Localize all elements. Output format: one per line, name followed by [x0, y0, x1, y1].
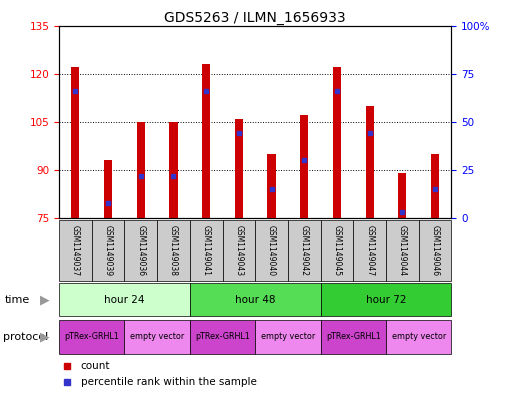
Text: empty vector: empty vector: [130, 332, 184, 342]
Bar: [190, 220, 223, 281]
Bar: [190, 320, 255, 354]
Bar: [136, 122, 145, 218]
Bar: [169, 122, 177, 218]
Bar: [157, 220, 190, 281]
Bar: [124, 320, 190, 354]
Text: GSM1149040: GSM1149040: [267, 225, 276, 276]
Text: GSM1149044: GSM1149044: [398, 225, 407, 276]
Text: pTRex-GRHL1: pTRex-GRHL1: [195, 332, 250, 342]
Bar: [398, 173, 406, 218]
Text: protocol: protocol: [3, 332, 48, 342]
Bar: [92, 220, 125, 281]
Text: percentile rank within the sample: percentile rank within the sample: [81, 377, 256, 387]
Text: ▶: ▶: [40, 293, 49, 306]
Text: ▶: ▶: [40, 331, 49, 343]
Bar: [223, 220, 255, 281]
Bar: [431, 154, 439, 218]
Bar: [353, 220, 386, 281]
Text: hour 72: hour 72: [366, 295, 406, 305]
Text: GSM1149047: GSM1149047: [365, 225, 374, 276]
Text: empty vector: empty vector: [261, 332, 315, 342]
Bar: [71, 67, 80, 218]
Title: GDS5263 / ILMN_1656933: GDS5263 / ILMN_1656933: [164, 11, 346, 24]
Bar: [300, 116, 308, 218]
Bar: [321, 320, 386, 354]
Bar: [267, 154, 275, 218]
Bar: [190, 283, 321, 316]
Bar: [124, 220, 157, 281]
Text: GSM1149039: GSM1149039: [104, 225, 112, 276]
Bar: [333, 67, 341, 218]
Bar: [288, 220, 321, 281]
Bar: [386, 320, 451, 354]
Text: count: count: [81, 362, 110, 371]
Text: hour 48: hour 48: [235, 295, 275, 305]
Text: GSM1149043: GSM1149043: [234, 225, 243, 276]
Text: GSM1149036: GSM1149036: [136, 225, 145, 276]
Text: pTRex-GRHL1: pTRex-GRHL1: [326, 332, 381, 342]
Bar: [255, 320, 321, 354]
Text: empty vector: empty vector: [391, 332, 446, 342]
Text: GSM1149042: GSM1149042: [300, 225, 309, 276]
Text: GSM1149038: GSM1149038: [169, 225, 178, 276]
Text: GSM1149041: GSM1149041: [202, 225, 211, 276]
Bar: [321, 283, 451, 316]
Bar: [366, 106, 374, 218]
Bar: [321, 220, 353, 281]
Bar: [255, 220, 288, 281]
Bar: [104, 160, 112, 218]
Bar: [59, 320, 124, 354]
Text: GSM1149046: GSM1149046: [430, 225, 440, 276]
Bar: [419, 220, 451, 281]
Bar: [386, 220, 419, 281]
Text: time: time: [5, 295, 30, 305]
Bar: [59, 283, 190, 316]
Text: GSM1149045: GSM1149045: [332, 225, 342, 276]
Text: GSM1149037: GSM1149037: [71, 225, 80, 276]
Bar: [59, 220, 92, 281]
Bar: [235, 119, 243, 218]
Text: hour 24: hour 24: [104, 295, 145, 305]
Text: pTRex-GRHL1: pTRex-GRHL1: [64, 332, 119, 342]
Bar: [202, 64, 210, 218]
